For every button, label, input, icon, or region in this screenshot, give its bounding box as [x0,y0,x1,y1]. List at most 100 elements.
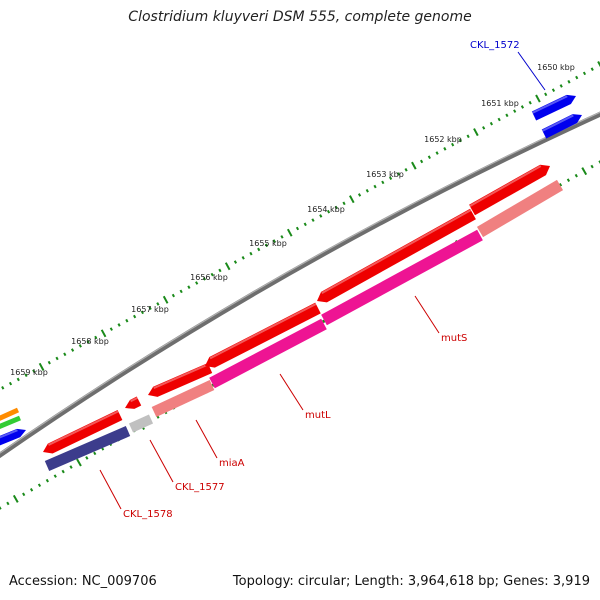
tick-label: 1658 kbp [71,337,109,346]
genome-title: Clostridium kluyveri DSM 555, complete g… [128,9,472,25]
minor-tick [558,182,563,187]
cds-feature-mutl-shine [209,303,317,360]
tick-label: 1654 kbp [307,205,345,214]
cds-feature-mutl [205,302,321,368]
minor-tick [311,218,315,222]
minor-tick [45,478,49,483]
tick-label: 1653 kbp [366,170,404,179]
major-tick [349,195,355,204]
minor-tick [443,147,447,151]
minor-tick [171,293,175,298]
minor-tick [78,344,82,348]
major-tick [535,94,541,103]
tick-label: 1657 kbp [131,305,169,314]
minor-tick [435,151,439,155]
major-tick [473,128,479,137]
gene-feature-mutl [209,318,327,389]
cds-feature-miaa [148,362,213,397]
minor-tick [8,381,13,386]
accession-text: Accession: NC_009706 [9,574,157,589]
gene-labels: CKL_1572 mutS mutL miaA CKL_1577 CKL_1578 [99,40,546,520]
minor-tick [388,176,393,180]
minor-tick [24,373,28,378]
minor-tick [497,117,501,122]
minor-tick [148,306,152,310]
gene-label-ckl1578: CKL_1578 [123,509,173,520]
minor-tick [125,318,129,323]
minor-tick [559,84,563,88]
minor-tick [22,492,26,497]
major-tick [162,295,169,304]
leader-line-muts [414,295,440,334]
major-tick [411,161,417,170]
minor-tick [210,272,214,277]
major-tick [76,458,82,467]
minor-tick [466,134,470,139]
minor-tick [6,501,10,506]
minor-tick [86,339,90,344]
tick-label: 1650 kbp [537,63,575,72]
cds-feature-ckl1578 [43,410,123,454]
cds-feature-miaa-shine [153,363,209,390]
cds-feature-right-shine [469,165,542,207]
gene-feature-miaa [151,380,215,417]
minor-tick [37,483,42,488]
minor-tick [482,126,486,130]
minor-tick [396,172,400,176]
minor-tick [373,184,377,189]
major-tick [12,494,19,503]
minor-tick [513,109,517,113]
minor-tick [303,222,307,227]
minor-tick [69,465,73,469]
gene-label-miaa: miaA [219,458,245,469]
gene-label-ckl1577: CKL_1577 [175,482,225,493]
genome-summary-text: Topology: circular; Length: 3,964,618 bp… [232,574,590,589]
leader-line-ckl1577 [149,439,174,483]
gene-feature-orange [0,407,20,421]
cds-feature-ckl1572 [531,94,576,121]
minor-tick [61,469,65,474]
minor-tick [582,71,587,76]
minor-tick [544,92,548,97]
minor-tick [295,226,300,231]
minor-tick [420,159,424,164]
minor-tick [357,193,362,197]
minor-tick [202,277,207,281]
gene-label-muts: mutS [441,333,467,344]
minor-tick [53,474,57,478]
cds-feature-left [0,428,26,446]
minor-tick [47,360,51,365]
minor-tick [156,302,160,306]
minor-tick [551,88,556,92]
backbone-highlight [0,111,600,454]
major-tick [38,362,45,371]
leader-line-ckl1572 [517,51,546,91]
minor-tick [489,121,494,126]
minor-tick [528,100,532,105]
minor-tick [427,155,431,160]
minor-tick [575,75,579,80]
cds-feature-ckl1572-shine [532,95,568,114]
minor-tick [140,310,144,315]
feature-tracks [0,94,582,472]
leader-line-miaa [195,419,218,459]
major-tick [100,329,107,338]
minor-tick [117,323,121,327]
cds-feature-ckl1577 [125,396,142,409]
tick-labels: 1650 kbp 1651 kbp 1652 kbp 1653 kbp 1654 kbp… [10,63,575,377]
minor-tick [451,142,455,147]
minor-tick [257,247,261,252]
minor-tick [319,214,323,218]
minor-tick [55,356,59,361]
minor-tick [249,251,253,256]
minor-tick [590,164,594,169]
minor-tick [187,285,191,289]
cds-feature-muts-shine [321,209,472,295]
minor-tick [70,348,75,352]
minor-tick [133,314,137,319]
minor-tick [179,289,183,294]
minor-tick [574,173,578,178]
cds-feature-muts [317,208,476,303]
minor-tick [63,352,67,357]
